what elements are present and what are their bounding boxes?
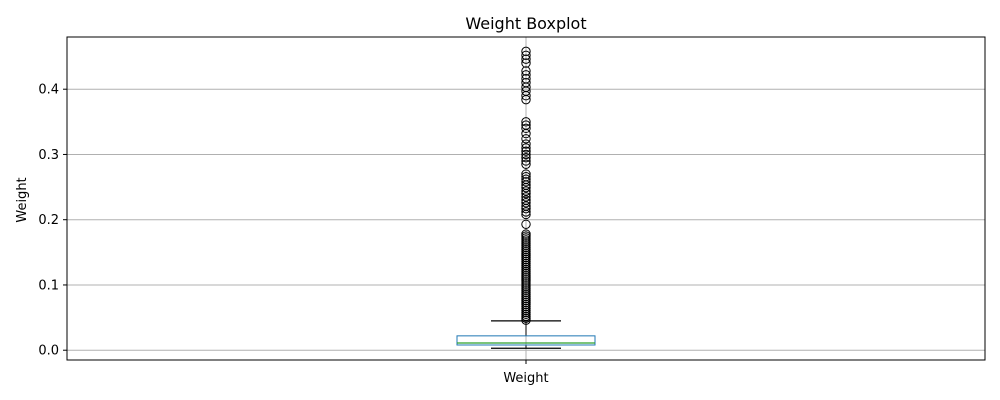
outlier-point — [521, 134, 531, 144]
outlier-point — [521, 192, 531, 202]
outlier-point — [521, 70, 531, 80]
outlier-point — [521, 74, 531, 84]
outlier-point — [521, 54, 531, 64]
outlier-point — [521, 171, 531, 182]
outlier-point — [521, 58, 531, 68]
y-axis-label: Weight — [15, 177, 30, 222]
outlier-point — [521, 195, 531, 205]
outlier-point — [521, 46, 531, 57]
outlier-point — [521, 156, 531, 166]
outlier-point — [521, 207, 531, 217]
chart-title: Weight Boxplot — [465, 14, 586, 33]
outlier-point — [521, 159, 531, 169]
outlier-point — [521, 153, 531, 163]
outlier-point — [521, 120, 531, 130]
outlier-point — [521, 146, 531, 156]
outlier-point — [521, 143, 531, 153]
y-tick-label: 0.3 — [38, 148, 59, 163]
outlier-point — [521, 139, 531, 149]
outlier-point — [521, 186, 531, 196]
outlier-point — [521, 201, 531, 211]
y-tick-label: 0.2 — [38, 213, 59, 228]
axis-layer: 0.0 0.1 0.2 0.3 0.4 — [38, 83, 527, 364]
x-tick-label: Weight — [503, 371, 548, 386]
plot-frame — [66, 36, 986, 361]
outlier-point — [521, 123, 531, 134]
flier-layer — [521, 46, 531, 325]
outlier-point — [521, 169, 531, 179]
outlier-point — [521, 117, 531, 127]
outlier-point — [521, 219, 531, 229]
outlier-point — [521, 66, 531, 76]
y-tick-label: 0.1 — [38, 278, 59, 293]
box-iqr — [456, 335, 596, 346]
y-tick-label: 0.4 — [38, 83, 59, 98]
outlier-point — [521, 177, 531, 187]
outlier-point — [521, 50, 531, 60]
outlier-point — [521, 149, 531, 160]
outlier-point — [521, 198, 531, 208]
y-tick-label: 0.0 — [38, 344, 59, 359]
outlier-point — [521, 229, 531, 239]
outlier-point — [521, 77, 531, 88]
outlier-point — [521, 174, 531, 184]
